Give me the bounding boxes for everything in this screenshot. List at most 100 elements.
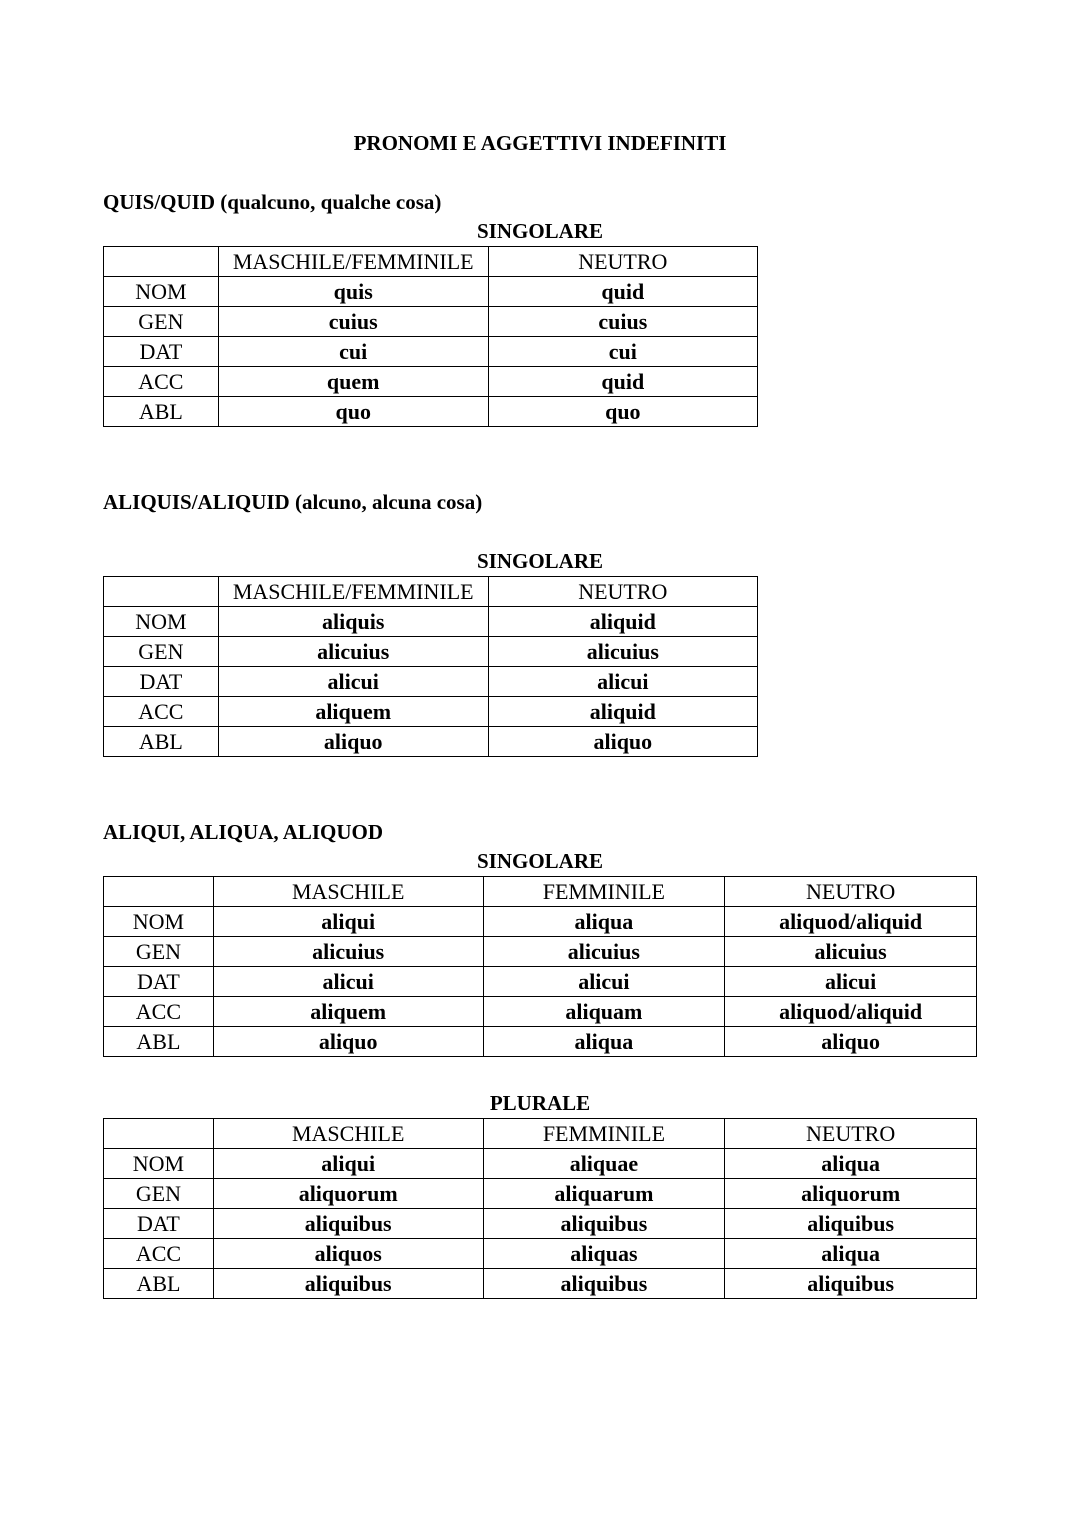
column-header: FEMMINILE (482, 1118, 726, 1149)
table-row: ACC aliquem aliquam aliquod/aliquid (103, 996, 977, 1027)
table-caption: PLURALE (489, 1091, 591, 1115)
column-header (103, 246, 219, 277)
declined-form: alicuius (212, 936, 484, 967)
column-header: MASCHILE/FEMMINILE (217, 246, 489, 277)
column-header (103, 1118, 214, 1149)
declined-form: aliqui (212, 1148, 484, 1179)
column-header: NEUTRO (724, 876, 977, 907)
table-caption: SINGOLARE (476, 219, 604, 243)
declined-form: aliquorum (724, 1178, 977, 1209)
table-row: GEN alicuius alicuius (103, 636, 759, 667)
table-caption: SINGOLARE (476, 849, 604, 873)
declined-form: cui (487, 336, 759, 367)
column-header: MASCHILE (212, 876, 484, 907)
section-heading-aliquis: ALIQUIS/ALIQUID (alcuno, alcuna cosa) (103, 490, 483, 514)
declined-form: alicui (212, 966, 484, 997)
declined-form: alicuius (724, 936, 977, 967)
declined-form: aliquibus (212, 1268, 484, 1299)
table-row: DAT cui cui (103, 336, 759, 367)
declension-table-quis: MASCHILE/FEMMINILE NEUTRO NOM quis quid GEN cu… (103, 246, 759, 427)
case-label: NOM (103, 606, 219, 637)
declined-form: alicuius (217, 636, 489, 667)
declined-form: aliquibus (724, 1268, 977, 1299)
declined-form: aliquas (482, 1238, 726, 1269)
declined-form: aliquos (212, 1238, 484, 1269)
declined-form: aliquibus (482, 1268, 726, 1299)
declined-form: aliquem (212, 996, 484, 1027)
declined-form: aliqua (482, 906, 726, 937)
case-label: DAT (103, 666, 219, 697)
case-label: ACC (103, 1238, 214, 1269)
declined-form: aliquod/aliquid (724, 996, 977, 1027)
declined-form: cuius (487, 306, 759, 337)
declension-table-aliqui-plural: MASCHILE FEMMINILE NEUTRO NOM aliqui aliquae a… (103, 1118, 977, 1299)
declined-form: cui (217, 336, 489, 367)
declined-form: alicui (724, 966, 977, 997)
table-row: GEN aliquorum aliquarum aliquorum (103, 1178, 977, 1209)
table-row: DAT alicui alicui alicui (103, 966, 977, 997)
table-row: DAT aliquibus aliquibus aliquibus (103, 1208, 977, 1239)
case-label: DAT (103, 336, 219, 367)
declined-form: aliquibus (212, 1208, 484, 1239)
case-label: NOM (103, 1148, 214, 1179)
table-caption: SINGOLARE (476, 549, 604, 573)
table-row: DAT alicui alicui (103, 666, 759, 697)
section-heading-aliqui: ALIQUI, ALIQUA, ALIQUOD (103, 820, 384, 844)
column-header: NEUTRO (487, 246, 759, 277)
table-row: NOM quis quid (103, 276, 759, 307)
declined-form: aliquid (487, 696, 759, 727)
case-label: NOM (103, 906, 214, 937)
case-label: ABL (103, 396, 219, 427)
case-label: GEN (103, 636, 219, 667)
header-row: MASCHILE/FEMMINILE NEUTRO (103, 246, 759, 277)
table-row: ACC aliquem aliquid (103, 696, 759, 727)
header-row: MASCHILE FEMMINILE NEUTRO (103, 1118, 977, 1149)
declined-form: aliquae (482, 1148, 726, 1179)
declined-form: alicuius (482, 936, 726, 967)
case-label: ABL (103, 1026, 214, 1057)
declined-form: quo (487, 396, 759, 427)
column-header: MASCHILE/FEMMINILE (217, 576, 489, 607)
declined-form: alicui (487, 666, 759, 697)
declined-form: aliquo (212, 1026, 484, 1057)
case-label: GEN (103, 936, 214, 967)
declension-table-aliqui-singular: MASCHILE FEMMINILE NEUTRO NOM aliqui aliqua al… (103, 876, 977, 1057)
declined-form: aliqua (724, 1148, 977, 1179)
page-title: PRONOMI E AGGETTIVI INDEFINITI (353, 131, 727, 155)
table-row: NOM aliquis aliquid (103, 606, 759, 637)
declined-form: aliquo (487, 726, 759, 757)
declension-table-aliquis: MASCHILE/FEMMINILE NEUTRO NOM aliquis aliqui… (103, 576, 759, 757)
case-label: NOM (103, 276, 219, 307)
declined-form: aliqui (212, 906, 484, 937)
declined-form: alicui (217, 666, 489, 697)
column-header (103, 576, 219, 607)
declined-form: aliquo (217, 726, 489, 757)
declined-form: quid (487, 366, 759, 397)
case-label: ACC (103, 366, 219, 397)
declined-form: quid (487, 276, 759, 307)
declined-form: aliquo (724, 1026, 977, 1057)
column-header: MASCHILE (212, 1118, 484, 1149)
table-row: ACC quem quid (103, 366, 759, 397)
declined-form: aliqua (482, 1026, 726, 1057)
declined-form: aliquorum (212, 1178, 484, 1209)
case-label: ACC (103, 696, 219, 727)
declined-form: alicuius (487, 636, 759, 667)
table-row: NOM aliqui aliqua aliquod/aliquid (103, 906, 977, 937)
declined-form: quis (217, 276, 489, 307)
declined-form: quem (217, 366, 489, 397)
declined-form: aliquam (482, 996, 726, 1027)
declined-form: aliquod/aliquid (724, 906, 977, 937)
declined-form: aliqua (724, 1238, 977, 1269)
declined-form: aliquibus (724, 1208, 977, 1239)
column-header: NEUTRO (487, 576, 759, 607)
column-header: NEUTRO (724, 1118, 977, 1149)
case-label: GEN (103, 1178, 214, 1209)
table-row: ACC aliquos aliquas aliqua (103, 1238, 977, 1269)
declined-form: aliquem (217, 696, 489, 727)
header-row: MASCHILE FEMMINILE NEUTRO (103, 876, 977, 907)
table-row: ABL quo quo (103, 396, 759, 427)
section-heading-quis: QUIS/QUID (qualcuno, qualche cosa) (103, 190, 442, 214)
declined-form: quo (217, 396, 489, 427)
declined-form: aliquid (487, 606, 759, 637)
